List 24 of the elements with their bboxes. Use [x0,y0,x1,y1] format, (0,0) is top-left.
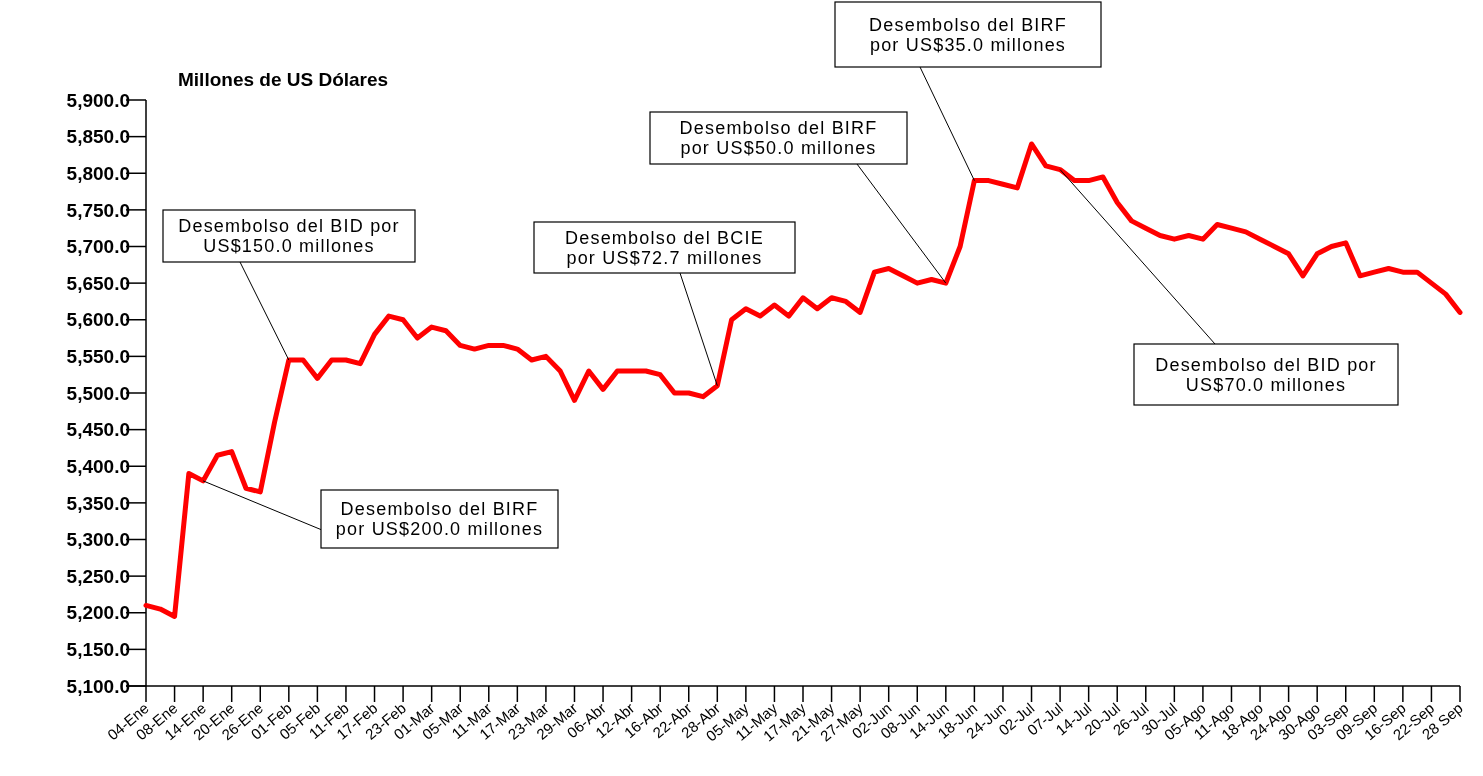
y-tick-label: 5,700.0 [66,236,130,258]
y-axis-title: Millones de US Dólares [178,69,389,90]
annotation: Desembolso del BCIE por US$72.7 millones [565,227,764,268]
y-tick-label: 5,900.0 [66,89,130,111]
y-tick-label: 5,400.0 [66,455,130,477]
y-tick-label: 5,800.0 [66,162,130,184]
y-tick-label: 5,550.0 [66,346,130,368]
y-tick-label: 5,600.0 [66,309,130,331]
y-tick-label: 5,750.0 [66,199,130,221]
annotation: Desembolso del BID por US$150.0 millones [178,216,400,257]
y-tick-label: 5,650.0 [66,272,130,294]
y-tick-label: 5,850.0 [66,126,130,148]
y-tick-label: 5,450.0 [66,419,130,441]
y-tick-label: 5,100.0 [66,675,130,697]
annotation: Desembolso del BIRF por US$35.0 millones [869,14,1067,55]
y-tick-label: 5,250.0 [66,565,130,587]
y-tick-label: 5,350.0 [66,492,130,514]
y-tick-label: 5,300.0 [66,529,130,551]
y-tick-label: 5,500.0 [66,382,130,404]
annotation: Desembolso del BIRF por US$200.0 millones [335,499,544,540]
y-tick-label: 5,200.0 [66,602,130,624]
annotation: Desembolso del BIRF por US$50.0 millones [679,118,878,159]
y-tick-label: 5,150.0 [66,639,130,661]
annotation: Desembolso del BID por US$70.0 millones [1155,354,1377,395]
